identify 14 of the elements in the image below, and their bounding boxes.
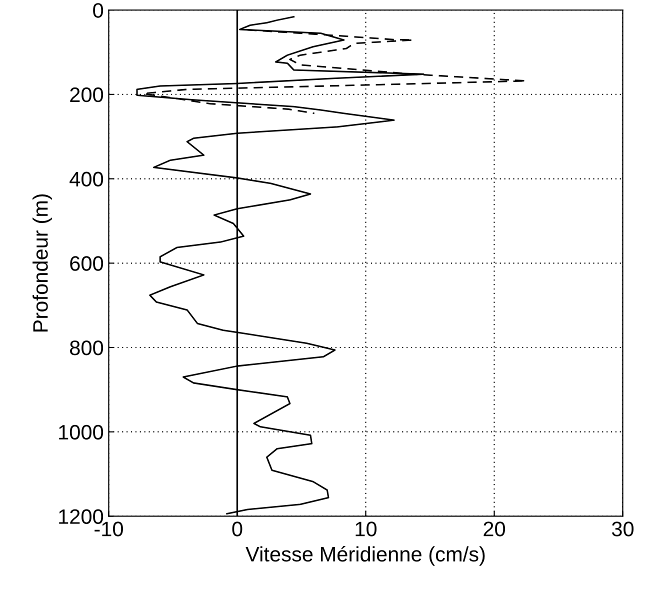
x-tick-label: 30 [612, 522, 634, 536]
x-tick-label: 0 [232, 522, 242, 536]
x-tick-label: -10 [94, 522, 123, 536]
y-tick-label: 1000 [59, 424, 104, 440]
x-tick-label: 20 [484, 522, 506, 536]
y-tick-label: 0 [93, 3, 104, 18]
y-tick-label: 1200 [59, 509, 104, 524]
x-axis-title: Vitesse Méridienne (cm/s) [246, 546, 485, 566]
y-tick-label: 400 [70, 172, 104, 187]
y-tick-label: 200 [70, 87, 104, 102]
y-tick-label: 800 [70, 340, 104, 356]
y-tick-label: 600 [70, 256, 104, 271]
x-tick-label: 10 [356, 522, 377, 536]
y-axis-title: Profondeur (m) [32, 194, 52, 332]
